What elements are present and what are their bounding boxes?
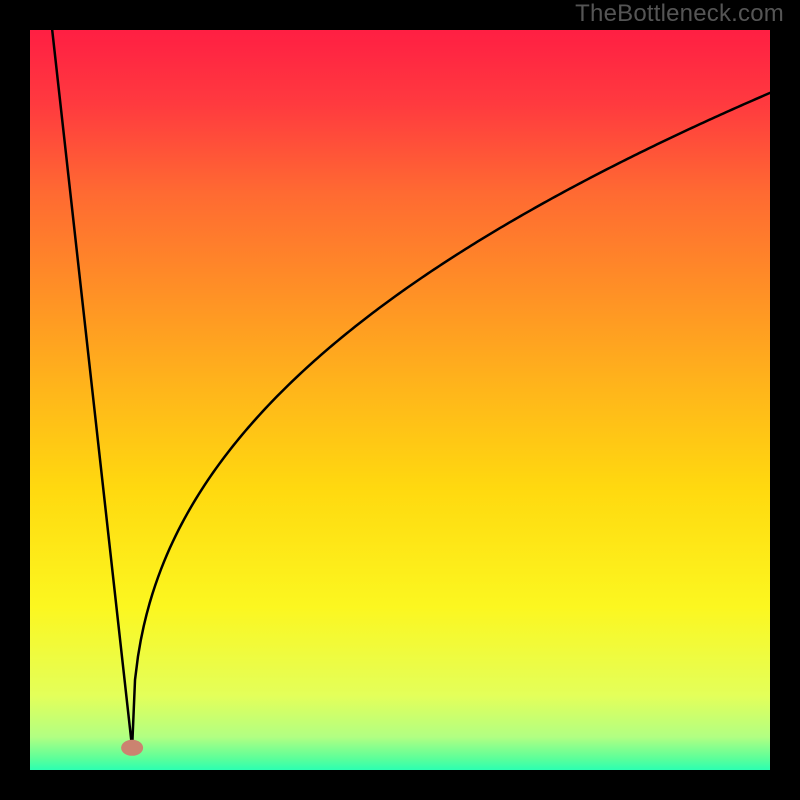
bottleneck-chart xyxy=(0,0,800,800)
watermark-text: TheBottleneck.com xyxy=(575,0,784,28)
optimum-marker xyxy=(121,740,143,756)
chart-container: TheBottleneck.com xyxy=(0,0,800,800)
gradient-background xyxy=(30,30,770,770)
